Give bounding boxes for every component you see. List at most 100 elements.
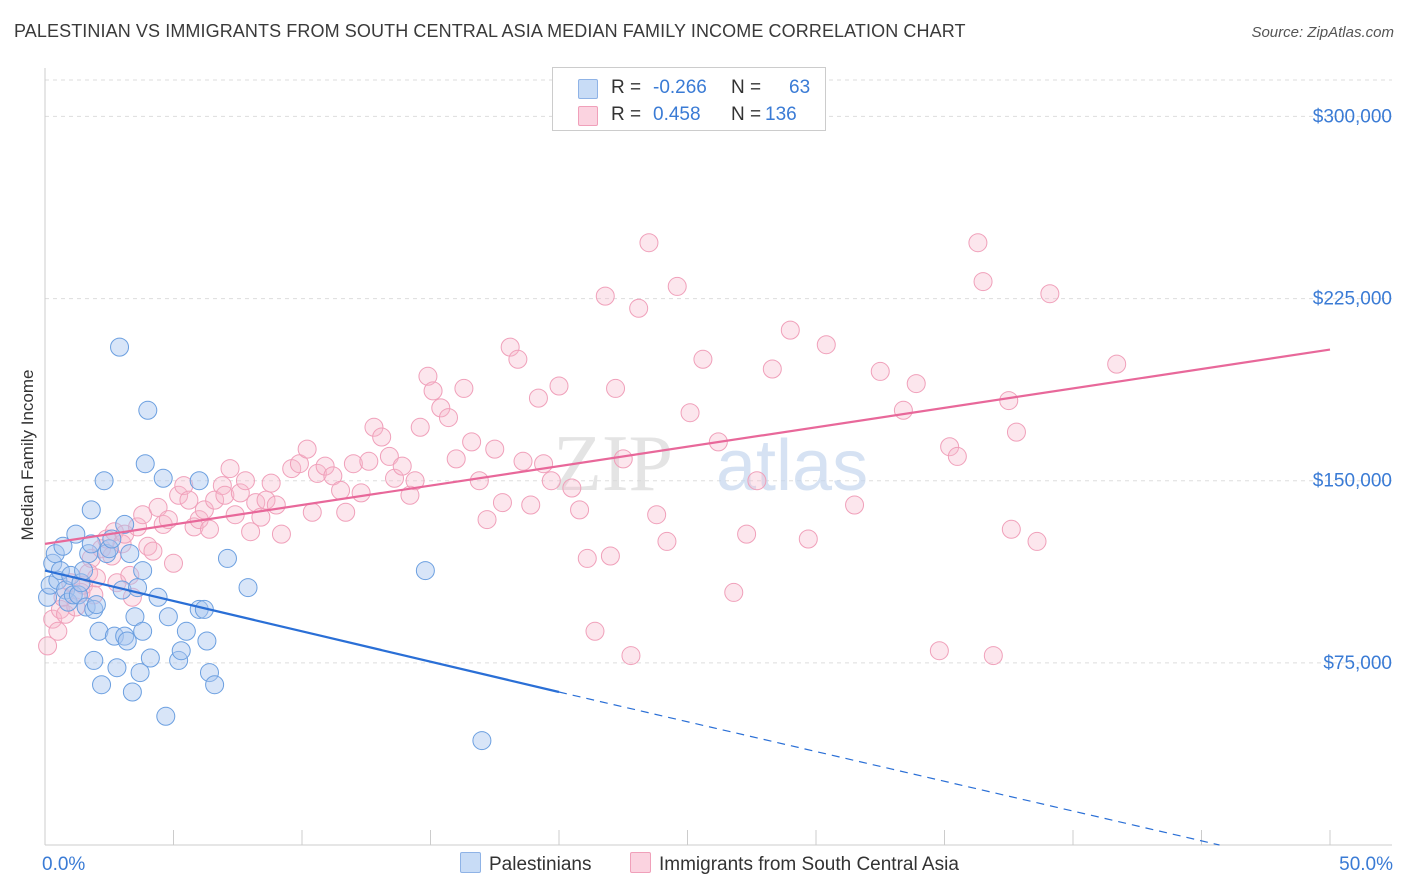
data-point xyxy=(261,473,281,493)
trend-line-extension xyxy=(558,691,1220,846)
data-point xyxy=(780,320,800,340)
data-point xyxy=(84,650,104,670)
data-point xyxy=(97,544,117,564)
n-value: 63 xyxy=(789,77,811,98)
data-point xyxy=(680,403,700,423)
data-point xyxy=(667,276,687,296)
data-point xyxy=(521,495,541,515)
data-point xyxy=(199,519,219,539)
data-point xyxy=(117,631,137,651)
data-point xyxy=(94,471,114,491)
data-point xyxy=(562,478,582,498)
data-point xyxy=(89,621,109,641)
data-point xyxy=(164,553,183,573)
stats-row-palestinians: R = -0.266 N = 63 xyxy=(553,74,825,102)
n-label: N = xyxy=(731,77,762,98)
data-point xyxy=(724,582,744,602)
data-point xyxy=(549,376,569,396)
data-point xyxy=(621,646,641,666)
data-point xyxy=(577,548,597,568)
data-point xyxy=(302,502,322,522)
data-point xyxy=(115,626,135,646)
data-point xyxy=(472,731,492,751)
data-point xyxy=(541,471,561,491)
data-point xyxy=(870,361,890,381)
data-point xyxy=(74,561,94,581)
data-point xyxy=(297,439,317,459)
data-point xyxy=(613,449,633,469)
data-point xyxy=(133,621,153,641)
chart-source: Source: ZipAtlas.com xyxy=(1251,24,1394,41)
data-point xyxy=(1107,354,1127,374)
data-point xyxy=(446,449,466,469)
data-point xyxy=(120,565,140,585)
data-point xyxy=(110,337,130,357)
data-point xyxy=(84,599,104,619)
data-point xyxy=(379,446,399,466)
data-point xyxy=(585,621,605,641)
data-point xyxy=(122,682,142,702)
n-label: N = xyxy=(731,104,762,125)
data-point xyxy=(431,398,451,418)
data-point xyxy=(256,490,276,510)
r-value: -0.266 xyxy=(653,77,707,98)
data-point xyxy=(86,595,106,615)
data-point xyxy=(238,578,258,598)
data-point xyxy=(469,471,489,491)
data-point xyxy=(418,366,438,386)
data-point xyxy=(323,466,343,486)
data-point xyxy=(48,621,68,641)
data-point xyxy=(81,500,101,520)
series-immigrants-south-central-asia xyxy=(38,233,1127,666)
data-point xyxy=(462,432,482,452)
data-point xyxy=(410,417,430,437)
stats-row-immigrants: R = 0.458 N = 136 xyxy=(553,101,825,129)
data-point xyxy=(120,544,140,564)
data-point xyxy=(130,663,150,683)
data-point xyxy=(415,561,435,581)
n-value: 136 xyxy=(765,104,797,125)
trend-line xyxy=(44,569,560,694)
data-point xyxy=(205,675,225,695)
data-point xyxy=(220,459,240,479)
data-point xyxy=(140,648,160,668)
y-tick-label: $150,000 xyxy=(1313,471,1392,492)
data-point xyxy=(762,359,782,379)
data-point xyxy=(351,483,371,503)
data-point xyxy=(135,454,155,474)
data-point xyxy=(600,546,620,566)
data-point xyxy=(43,609,63,629)
data-point xyxy=(477,510,497,530)
legend-item-palestinians[interactable]: Palestinians xyxy=(460,852,591,876)
data-point xyxy=(336,502,356,522)
data-point xyxy=(266,495,286,515)
data-point xyxy=(893,400,913,420)
data-point xyxy=(1006,422,1026,442)
data-point xyxy=(153,468,173,488)
data-point xyxy=(485,439,505,459)
trend-lines xyxy=(44,348,1331,846)
legend-item-immigrants[interactable]: Immigrants from South Central Asia xyxy=(630,852,959,876)
data-point xyxy=(385,468,405,488)
data-point xyxy=(606,378,626,398)
data-point xyxy=(199,663,219,683)
data-point xyxy=(595,286,615,306)
data-point xyxy=(143,541,163,561)
legend-swatch-blue xyxy=(578,79,598,99)
stats-legend: R = -0.266 N = 63 R = 0.458 N = 136 xyxy=(552,67,826,131)
legend-swatch-pink xyxy=(578,106,598,126)
data-point xyxy=(528,388,548,408)
data-point xyxy=(189,471,209,491)
data-point xyxy=(171,641,191,661)
data-point xyxy=(492,493,512,513)
data-point xyxy=(133,561,153,581)
legend-swatch-blue xyxy=(460,852,481,873)
data-point xyxy=(929,641,949,661)
data-point xyxy=(125,607,145,627)
data-point xyxy=(38,587,58,607)
data-point xyxy=(647,505,667,525)
data-point xyxy=(156,706,176,726)
legend-label: Palestinians xyxy=(489,854,592,875)
data-point xyxy=(148,497,168,517)
y-tick-label: $75,000 xyxy=(1323,653,1392,674)
